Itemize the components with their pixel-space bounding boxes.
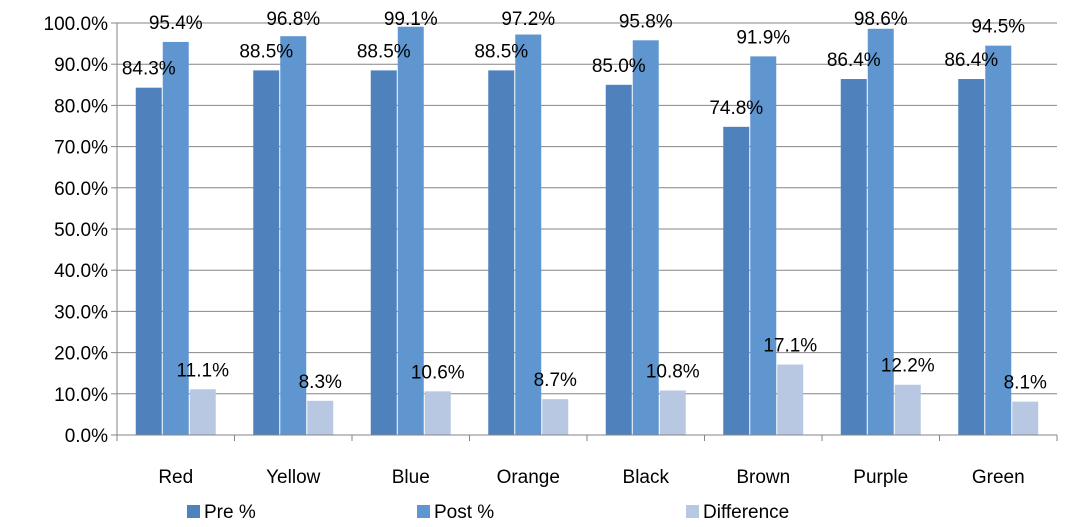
x-tick-label: Brown bbox=[736, 467, 790, 488]
data-label: 86.4% bbox=[944, 50, 998, 71]
data-label: 8.1% bbox=[1004, 373, 1047, 394]
bar bbox=[371, 70, 397, 435]
data-label: 84.3% bbox=[122, 59, 176, 80]
legend-swatch bbox=[187, 505, 200, 518]
bar bbox=[1012, 402, 1038, 435]
legend: Pre % Post % Difference bbox=[187, 502, 789, 523]
data-label: 99.1% bbox=[384, 9, 438, 30]
data-label: 12.2% bbox=[881, 356, 935, 377]
x-tick-label: Blue bbox=[392, 467, 430, 488]
y-tick-label: 10.0% bbox=[54, 385, 108, 406]
bar bbox=[606, 85, 632, 435]
legend-swatch bbox=[686, 505, 699, 518]
data-label: 17.1% bbox=[763, 336, 817, 357]
data-label: 97.2% bbox=[501, 9, 555, 30]
bar bbox=[723, 127, 749, 435]
data-label: 95.8% bbox=[619, 11, 673, 32]
bar bbox=[488, 70, 514, 435]
bar bbox=[425, 391, 451, 435]
x-tick-label: Black bbox=[623, 467, 670, 488]
data-label: 8.7% bbox=[534, 370, 577, 391]
bar bbox=[895, 385, 921, 435]
legend-label: Pre % bbox=[204, 502, 256, 523]
data-label: 85.0% bbox=[592, 56, 646, 77]
x-tick-label: Purple bbox=[853, 467, 908, 488]
y-tick-label: 60.0% bbox=[54, 179, 108, 200]
x-tick-label: Orange bbox=[497, 467, 560, 488]
y-tick-label: 100.0% bbox=[44, 14, 109, 35]
data-label: 94.5% bbox=[971, 17, 1025, 38]
bar bbox=[136, 88, 162, 435]
y-tick-label: 50.0% bbox=[54, 220, 108, 241]
x-tick-label: Green bbox=[972, 467, 1025, 488]
data-label: 8.3% bbox=[299, 372, 342, 393]
bar bbox=[660, 391, 686, 435]
data-label: 98.6% bbox=[854, 9, 908, 30]
bar bbox=[307, 401, 333, 435]
bar bbox=[253, 70, 279, 435]
legend-label: Difference bbox=[703, 502, 789, 523]
y-tick-label: 0.0% bbox=[65, 426, 108, 447]
data-label: 88.5% bbox=[239, 41, 293, 62]
data-label: 95.4% bbox=[149, 13, 203, 34]
bar bbox=[777, 365, 803, 435]
data-label: 91.9% bbox=[736, 27, 790, 48]
bar bbox=[190, 389, 216, 435]
y-tick-label: 80.0% bbox=[54, 96, 108, 117]
y-tick-label: 20.0% bbox=[54, 344, 108, 365]
y-tick-label: 90.0% bbox=[54, 55, 108, 76]
data-label: 10.6% bbox=[411, 362, 465, 383]
y-tick-label: 70.0% bbox=[54, 138, 108, 159]
data-label: 11.1% bbox=[177, 360, 230, 381]
data-label: 86.4% bbox=[827, 50, 881, 71]
y-tick-label: 30.0% bbox=[54, 302, 108, 323]
bar bbox=[841, 79, 867, 435]
x-tick-label: Yellow bbox=[266, 467, 321, 488]
data-label: 88.5% bbox=[357, 41, 411, 62]
data-label: 96.8% bbox=[266, 9, 320, 30]
data-label: 10.8% bbox=[646, 362, 700, 383]
bar bbox=[958, 79, 984, 435]
x-tick-label: Red bbox=[158, 467, 193, 488]
y-tick-label: 40.0% bbox=[54, 261, 108, 282]
data-label: 88.5% bbox=[474, 41, 528, 62]
data-label: 74.8% bbox=[709, 98, 763, 119]
bar bbox=[542, 399, 568, 435]
legend-swatch bbox=[417, 505, 430, 518]
axes bbox=[111, 23, 1057, 441]
legend-label: Post % bbox=[434, 502, 494, 523]
